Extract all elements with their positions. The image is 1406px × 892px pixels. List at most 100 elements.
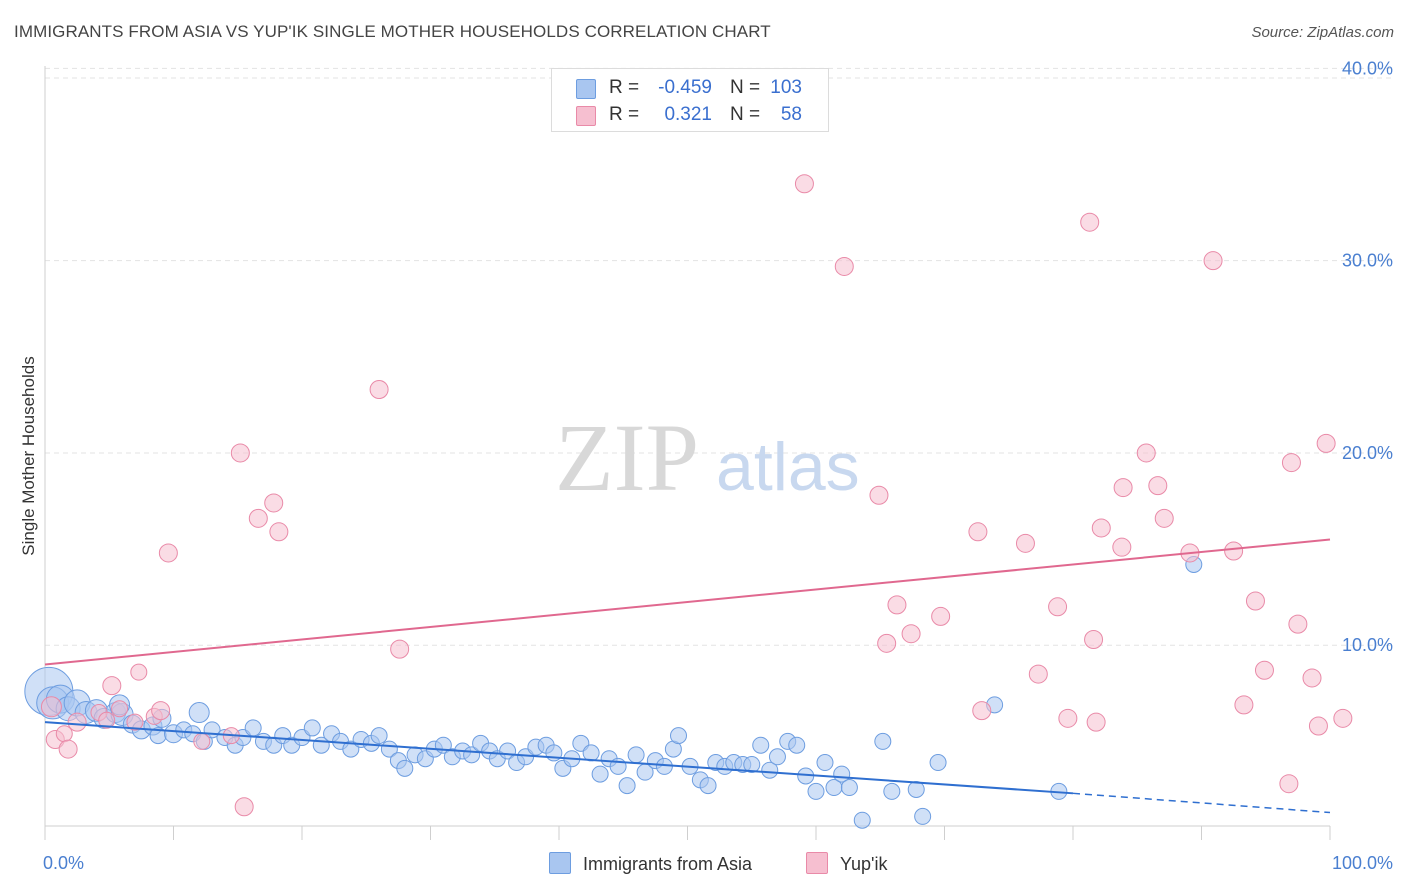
correlation-legend: R = -0.459 N = 103 R = 0.321 N = 58	[551, 68, 829, 132]
series-immigrants-from-asia	[24, 555, 1203, 829]
data-point-yupik	[1084, 629, 1104, 649]
data-point-yupik	[102, 676, 122, 696]
y-tick-label: 10.0%	[1342, 635, 1393, 655]
data-point-yupik	[230, 443, 250, 463]
y-tick-label: 30.0%	[1342, 251, 1393, 271]
legend-r-label: R =	[609, 77, 640, 98]
bottom-legend-swatch-pink	[806, 852, 828, 874]
data-point-yupik	[264, 493, 284, 513]
data-point-yupik	[869, 485, 889, 505]
data-point-yupik	[98, 711, 116, 729]
bottom-legend-label-blue: Immigrants from Asia	[583, 854, 753, 874]
watermark-zip: ZIP	[555, 404, 699, 511]
data-point-yupik	[1136, 443, 1156, 463]
data-point-yupik	[1086, 712, 1106, 732]
legend-swatch-blue	[576, 79, 596, 99]
data-point-yupik	[794, 174, 814, 194]
data-point-yupik	[1080, 212, 1100, 232]
legend-n-value: 58	[780, 104, 802, 125]
data-point-yupik	[1112, 537, 1132, 557]
data-point-yupik	[111, 700, 129, 718]
trend-line-yupik	[44, 538, 1331, 666]
data-point-yupik	[248, 508, 268, 528]
data-point-yupik	[1279, 774, 1299, 794]
data-point-asia	[840, 779, 858, 797]
data-point-asia	[699, 777, 717, 795]
data-point-asia	[743, 755, 761, 773]
data-point-yupik	[1316, 433, 1336, 453]
y-tick-label: 20.0%	[1342, 443, 1393, 463]
data-point-yupik	[1234, 695, 1254, 715]
data-point-yupik	[1308, 716, 1328, 736]
data-point-yupik	[1058, 708, 1078, 728]
data-point-yupik	[1281, 453, 1301, 473]
data-point-asia	[874, 732, 892, 750]
data-point-asia	[929, 754, 947, 772]
watermark: ZIP atlas	[555, 404, 860, 511]
data-point-yupik	[269, 522, 289, 542]
data-point-yupik	[1113, 478, 1133, 498]
data-point-yupik	[1048, 597, 1068, 617]
legend-r-value: 0.321	[664, 104, 712, 125]
bottom-legend-blue: Immigrants from Asia	[549, 852, 752, 876]
data-point-yupik	[887, 595, 907, 615]
data-point-asia	[244, 719, 262, 737]
data-point-yupik	[67, 712, 87, 732]
data-point-asia	[853, 811, 871, 829]
data-point-asia	[788, 736, 806, 754]
trend-lines	[44, 538, 1331, 814]
legend-n-label: N =	[730, 77, 761, 98]
chart-title: IMMIGRANTS FROM ASIA VS YUP'IK SINGLE MO…	[14, 22, 771, 41]
data-point-yupik	[931, 606, 951, 626]
data-point-asia	[396, 759, 414, 777]
legend-n-label: N =	[730, 104, 761, 125]
data-point-asia	[627, 746, 645, 764]
data-point-asia	[370, 727, 388, 745]
data-point-yupik	[151, 701, 171, 721]
data-point-yupik	[130, 663, 148, 681]
data-point-yupik	[1333, 708, 1353, 728]
data-point-yupik	[901, 624, 921, 644]
legend-row-pink: R = 0.321 N = 58	[552, 102, 828, 128]
data-point-asia	[582, 744, 600, 762]
watermark-atlas: atlas	[716, 429, 860, 505]
data-point-yupik	[193, 732, 211, 750]
y-axis-title: Single Mother Households	[19, 356, 38, 555]
legend-swatch-pink	[576, 106, 596, 126]
x-tick-labels: 0.0% 100.0%	[43, 853, 1393, 873]
data-point-yupik	[972, 701, 992, 721]
legend-n-value: 103	[770, 77, 802, 98]
bottom-legend-label-pink: Yup'ik	[840, 854, 888, 874]
data-point-yupik	[1254, 660, 1274, 680]
data-point-yupik	[126, 713, 144, 731]
data-point-yupik	[1203, 251, 1223, 271]
bottom-legend-swatch-blue	[549, 852, 571, 874]
data-point-yupik	[1015, 533, 1035, 553]
data-point-yupik	[158, 543, 178, 563]
data-point-asia	[303, 719, 321, 737]
data-point-asia	[591, 765, 609, 783]
data-point-yupik	[1148, 476, 1168, 496]
data-point-asia	[752, 736, 770, 754]
data-point-asia	[883, 782, 901, 800]
data-point-yupik	[1288, 614, 1308, 634]
data-point-yupik	[390, 639, 410, 659]
data-point-yupik	[1091, 518, 1111, 538]
bottom-legend-pink: Yup'ik	[806, 852, 887, 876]
data-point-asia	[807, 782, 825, 800]
y-tick-labels: 10.0% 20.0% 30.0% 40.0%	[1342, 58, 1393, 655]
legend-r-label: R =	[609, 104, 640, 125]
x-tick-label-max: 100.0%	[1332, 853, 1393, 873]
data-point-yupik	[369, 380, 389, 400]
data-point-yupik	[877, 633, 897, 653]
data-point-yupik	[1224, 541, 1244, 561]
data-point-asia	[188, 702, 210, 724]
data-point-asia	[914, 807, 932, 825]
data-point-yupik	[1245, 591, 1265, 611]
data-point-asia	[907, 780, 925, 798]
data-point-asia	[670, 727, 688, 745]
legend-row-blue: R = -0.459 N = 103	[552, 75, 828, 101]
trend-line-asia	[44, 721, 1074, 795]
data-point-yupik	[1302, 668, 1322, 688]
